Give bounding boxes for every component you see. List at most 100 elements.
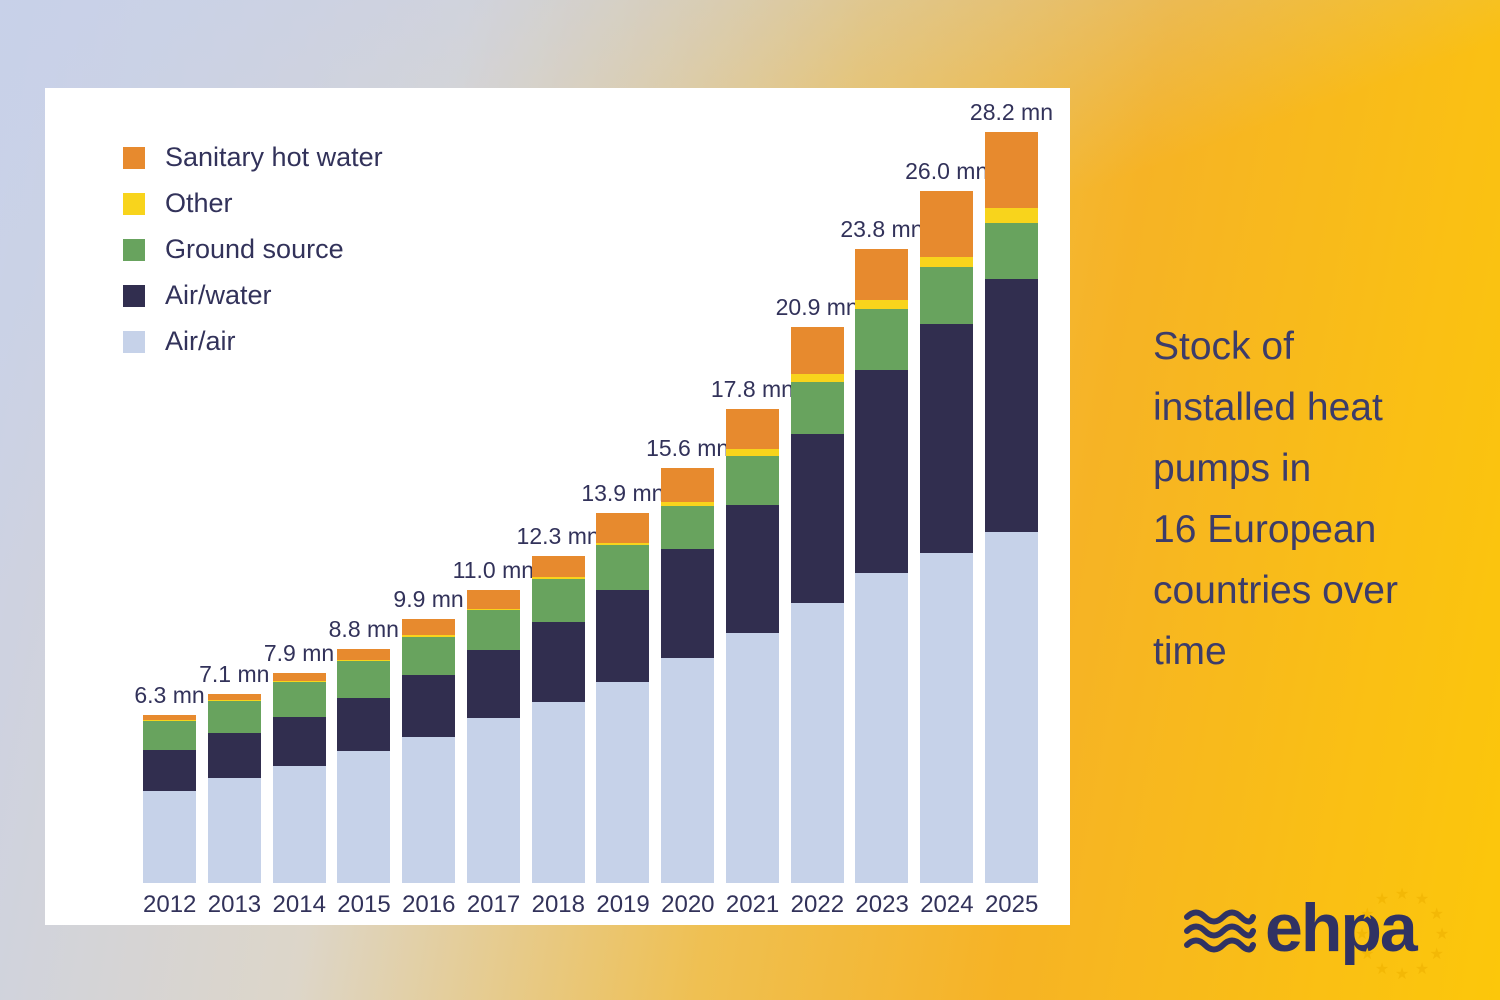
x-axis-label: 2020 bbox=[661, 891, 715, 918]
bar-total-label: 9.9 mn bbox=[393, 586, 464, 613]
bar-segment-ground-source bbox=[596, 545, 650, 591]
eu-star-icon: ★ bbox=[1414, 960, 1430, 978]
bar-segment-other bbox=[596, 542, 650, 546]
bar-segment-air-water bbox=[855, 370, 909, 573]
bar-segment-ground-source bbox=[466, 610, 520, 651]
bar-column: 7.1 mn bbox=[199, 661, 269, 883]
eu-star-icon: ★ bbox=[1374, 891, 1390, 909]
bar-segment-sanitary-hot-water bbox=[272, 672, 326, 682]
bar-column: 26.0 mn bbox=[905, 158, 988, 883]
bar-segment-air-water bbox=[596, 590, 650, 682]
waves-icon bbox=[1183, 905, 1257, 962]
chart-legend: Sanitary hot water Other Ground source Air/… bbox=[123, 142, 383, 357]
bar-segment-sanitary-hot-water bbox=[725, 409, 779, 449]
bar-segment-sanitary-hot-water bbox=[337, 648, 391, 661]
bar-segment-ground-source bbox=[143, 720, 196, 750]
legend-label: Other bbox=[165, 188, 233, 218]
bar-segment-other bbox=[466, 608, 520, 611]
bar-segment-air-air bbox=[531, 701, 585, 883]
ehpa-logo: ehpa bbox=[1183, 890, 1418, 966]
bar-segment-air-air bbox=[466, 717, 520, 883]
logo-wordmark: ehpa bbox=[1265, 890, 1418, 966]
bar-total-label: 28.2 mn bbox=[969, 99, 1054, 126]
bar-segment-ground-source bbox=[272, 681, 326, 717]
bar-segment-other bbox=[920, 256, 974, 267]
legend-label: Sanitary hot water bbox=[165, 142, 383, 172]
bar-segment-ground-source bbox=[531, 578, 585, 623]
bar-segment-sanitary-hot-water bbox=[790, 326, 844, 375]
bar-segment-sanitary-hot-water bbox=[984, 132, 1038, 209]
legend-swatch-icon bbox=[123, 330, 145, 353]
bar-total-label: 15.6 mn bbox=[646, 434, 730, 461]
legend-swatch-icon bbox=[123, 284, 145, 307]
bar-segment-sanitary-hot-water bbox=[661, 467, 715, 503]
eu-star-icon: ★ bbox=[1394, 886, 1410, 903]
chart-card: Sanitary hot water Other Ground source Air/… bbox=[45, 88, 1070, 925]
bar-total-label: 23.8 mn bbox=[840, 216, 924, 243]
legend-swatch-icon bbox=[123, 192, 145, 215]
x-axis-label: 2013 bbox=[207, 891, 262, 918]
bar-segment-sanitary-hot-water bbox=[143, 715, 196, 721]
bar-segment-air-air bbox=[790, 603, 844, 883]
legend-item: Air/water bbox=[123, 280, 383, 311]
x-axis-label: 2012 bbox=[143, 891, 197, 918]
page-title: Stock of installed heat pumps in 16 Euro… bbox=[1153, 325, 1398, 673]
bar-total-label: 26.0 mn bbox=[905, 157, 989, 184]
bar-column: 8.8 mn bbox=[329, 616, 399, 883]
bar-column: 6.3 mn bbox=[134, 682, 205, 883]
x-axis-label: 2025 bbox=[984, 891, 1039, 918]
eu-star-icon: ★ bbox=[1414, 891, 1430, 909]
legend-label: Ground source bbox=[165, 234, 344, 264]
x-axis-label: 2019 bbox=[596, 891, 650, 918]
bar-column: 9.9 mn bbox=[393, 586, 464, 883]
bar-column: 23.8 mn bbox=[840, 216, 923, 883]
bar-segment-air-water bbox=[790, 434, 844, 604]
legend-swatch-icon bbox=[123, 146, 145, 169]
x-axis-label: 2023 bbox=[855, 891, 909, 918]
bar-segment-air-air bbox=[143, 791, 196, 883]
bar-segment-air-water bbox=[661, 548, 715, 658]
bar-segment-other bbox=[207, 700, 261, 701]
legend-swatch-icon bbox=[123, 238, 145, 261]
bar-total-label: 11.0 mn bbox=[452, 557, 535, 584]
bar-plot: 6.3 mn 7.1 mn 7.9 mn 8.8 mn 9.9 mn 11.0 mn 12.… bbox=[134, 88, 1053, 883]
bar-total-label: 6.3 mn bbox=[134, 682, 205, 709]
bar-segment-other bbox=[337, 660, 391, 662]
legend-item: Other bbox=[123, 188, 383, 219]
bar-segment-air-water bbox=[337, 697, 391, 752]
bar-column: 15.6 mn bbox=[646, 435, 729, 883]
bar-total-label: 7.1 mn bbox=[199, 660, 270, 687]
eu-stars-ring: ★ ★ ★ ★ ★ ★ ★ ★ ★ ★ ★ ★ bbox=[1353, 886, 1451, 984]
legend-item: Ground source bbox=[123, 234, 383, 265]
bar-total-label: 20.9 mn bbox=[775, 293, 859, 320]
bar-segment-air-air bbox=[402, 736, 456, 883]
eu-star-icon: ★ bbox=[1360, 946, 1375, 963]
bar-total-label: 7.9 mn bbox=[263, 639, 335, 666]
bar-segment-ground-source bbox=[661, 505, 715, 549]
bar-segment-ground-source bbox=[207, 700, 261, 733]
bar-segment-sanitary-hot-water bbox=[920, 190, 974, 257]
bar-segment-sanitary-hot-water bbox=[596, 512, 650, 543]
bar-segment-sanitary-hot-water bbox=[855, 249, 909, 300]
x-axis-label: 2017 bbox=[466, 891, 521, 918]
bar-segment-air-air bbox=[272, 765, 326, 883]
bar-segment-other bbox=[725, 448, 779, 456]
x-axis-label: 2021 bbox=[725, 891, 780, 918]
bar-column: 11.0 mn bbox=[453, 557, 534, 883]
bar-segment-ground-source bbox=[855, 309, 909, 371]
bar-segment-ground-source bbox=[984, 222, 1038, 279]
bar-segment-ground-source bbox=[402, 636, 456, 676]
bar-segment-air-water bbox=[402, 675, 456, 737]
eu-star-icon: ★ bbox=[1374, 960, 1390, 978]
eu-star-icon: ★ bbox=[1429, 946, 1444, 963]
bar-segment-sanitary-hot-water bbox=[402, 619, 456, 636]
x-axis-label: 2014 bbox=[272, 891, 326, 918]
bar-segment-air-water bbox=[531, 622, 585, 702]
eu-star-icon: ★ bbox=[1354, 926, 1370, 943]
eu-star-icon: ★ bbox=[1394, 966, 1410, 983]
bar-segment-air-water bbox=[272, 716, 326, 766]
eu-star-icon: ★ bbox=[1429, 906, 1444, 923]
x-axis-label: 2022 bbox=[790, 891, 845, 918]
bar-segment-other bbox=[402, 635, 456, 637]
bar-column: 17.8 mn bbox=[711, 376, 794, 883]
